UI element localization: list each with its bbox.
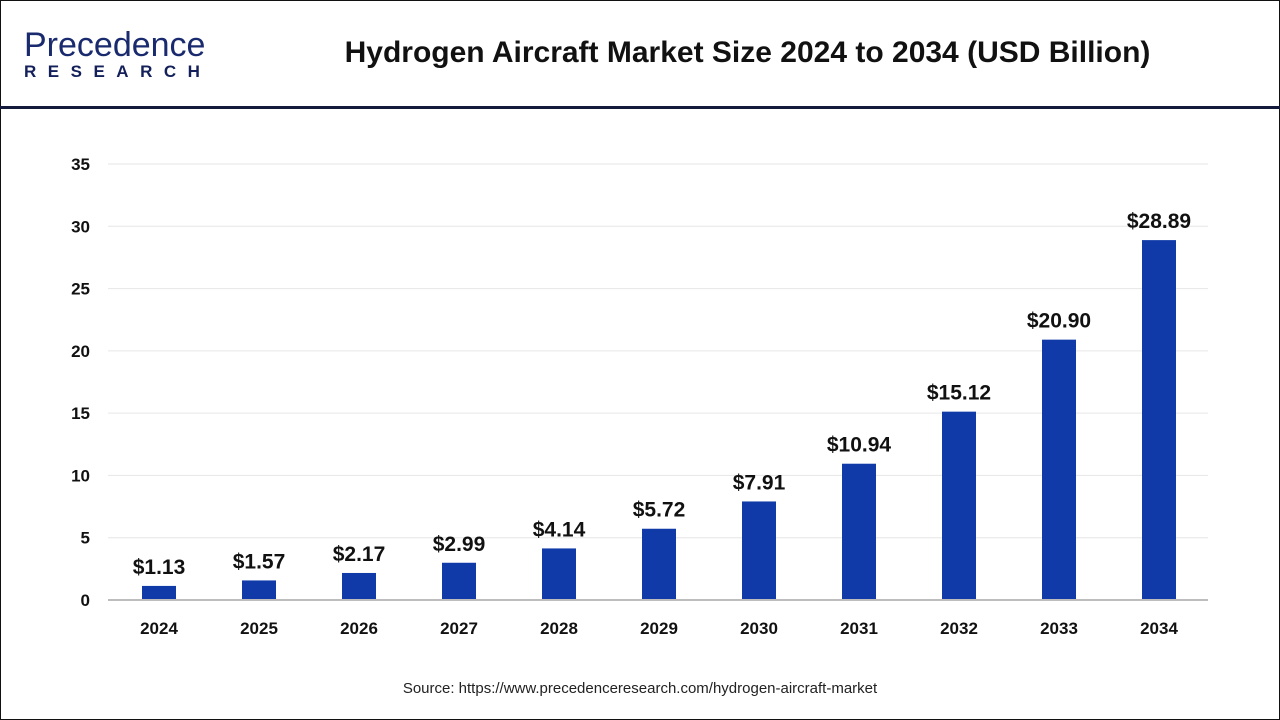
bar [442,562,476,600]
logo-text: Precedence [24,26,206,64]
y-tick-label: 0 [81,591,90,610]
y-tick-label: 10 [71,466,90,485]
logo: Precedence RESEARCH [24,28,211,82]
bar [342,572,376,600]
logo-subtext: RESEARCH [24,62,212,81]
bar [642,528,676,600]
bar [742,501,776,600]
data-label: $1.57 [233,550,286,573]
data-label: $28.89 [1127,210,1191,233]
source-note: Source: https://www.precedenceresearch.c… [402,680,878,697]
y-tick-label: 20 [71,342,90,361]
y-tick-label: 5 [81,529,90,548]
bar [842,463,876,600]
y-tick-label: 35 [71,155,90,174]
data-label: $20.90 [1027,310,1091,333]
header: Precedence RESEARCH Hydrogen Aircraft Ma… [0,0,1280,109]
y-tick-label: 25 [71,280,90,299]
bar [242,580,276,600]
data-label: $7.91 [733,471,786,494]
bar [1142,240,1176,600]
x-tick-label: 2027 [440,619,478,638]
y-tick-label: 15 [71,404,90,423]
bar [1042,339,1076,600]
x-tick-label: 2028 [540,619,578,638]
data-label: $5.72 [633,499,686,522]
x-tick-label: 2031 [840,619,878,638]
x-tick-label: 2029 [640,619,678,638]
x-tick-label: 2032 [940,619,978,638]
bar [942,411,976,600]
data-label: $4.14 [533,518,586,541]
y-tick-label: 30 [71,217,90,236]
x-tick-label: 2026 [340,619,378,638]
x-tick-label: 2030 [740,619,778,638]
x-tick-label: 2033 [1040,619,1078,638]
bar [542,548,576,600]
data-label: $1.13 [133,556,186,579]
data-label: $2.99 [433,533,486,556]
x-tick-label: 2024 [140,619,178,638]
data-label: $10.94 [827,434,892,457]
x-tick-label: 2025 [240,619,278,638]
data-label: $2.17 [333,543,386,566]
x-tick-label: 2034 [1140,619,1178,638]
bar [142,585,176,600]
data-label: $15.12 [927,382,991,405]
chart-title: Hydrogen Aircraft Market Size 2024 to 20… [344,36,1151,69]
